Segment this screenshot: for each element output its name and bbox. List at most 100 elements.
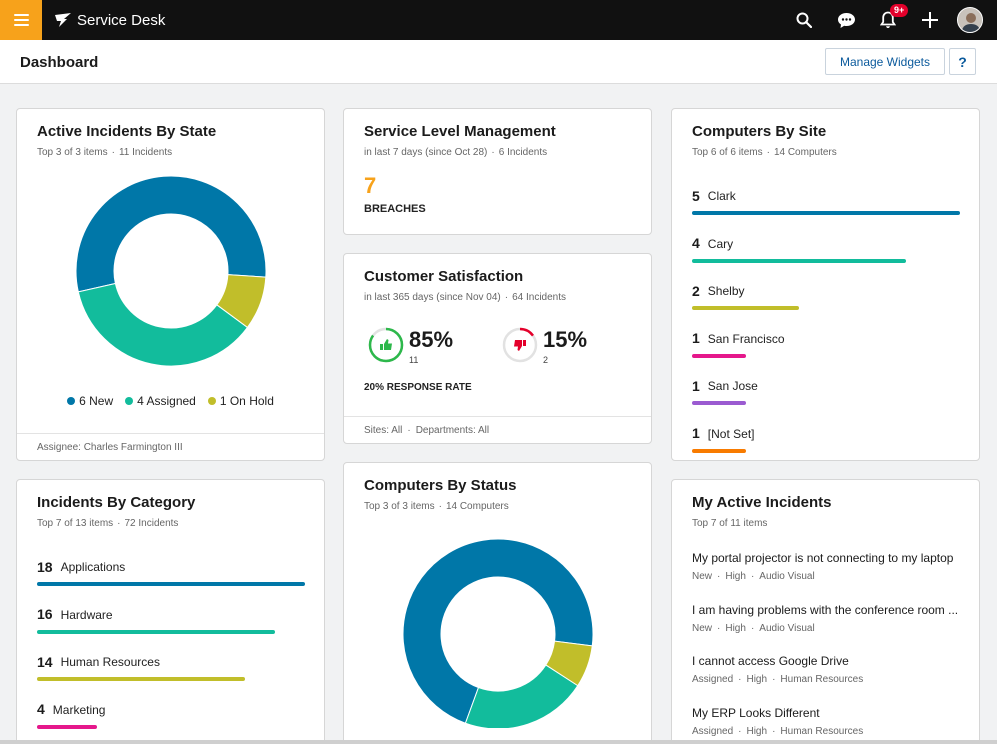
incident-item[interactable]: My portal projector is not connecting to…	[692, 551, 962, 582]
bar-count: 14	[37, 653, 53, 670]
legend-item-new[interactable]: 6 New	[67, 394, 113, 408]
bell-icon[interactable]: 9+	[867, 0, 909, 40]
card-title: Incidents By Category	[37, 494, 196, 511]
bar-row-applications[interactable]: 18 Applications	[37, 558, 305, 586]
help-button[interactable]: ?	[949, 48, 976, 75]
incident-item[interactable]: I am having problems with the conference…	[692, 603, 962, 634]
card-footer: Sites: All · Departments: All	[344, 416, 651, 443]
notification-badge: 9+	[890, 4, 909, 17]
card-subtitle: Top 3 of 3 items · 11 Incidents	[37, 147, 173, 158]
bar-row-san-francisco[interactable]: 1 San Francisco	[692, 330, 785, 358]
bar-row-marketing[interactable]: 4 Marketing	[37, 701, 105, 729]
app-title: Service Desk	[77, 11, 166, 29]
incident-meta: New · High · Audio Visual	[692, 622, 815, 634]
active-incidents-card[interactable]: Active Incidents By State Top 3 of 3 ite…	[16, 108, 325, 461]
bar-label: Human Resources	[60, 654, 160, 669]
computers-by-status-card[interactable]: Computers By Status Top 3 of 3 items · 14 …	[343, 462, 652, 744]
service-desk-logo-icon	[55, 13, 71, 27]
bar-count: 2	[692, 282, 700, 299]
card-title: Active Incidents By State	[37, 123, 217, 140]
incident-item[interactable]: My ERP Looks Different Assigned · High · Huma…	[692, 706, 962, 737]
my-active-incidents-card[interactable]: My Active Incidents Top 7 of 11 items My…	[671, 479, 980, 744]
bar-fill	[37, 582, 305, 586]
bar-count: 18	[37, 558, 53, 575]
bar-count: 4	[37, 701, 45, 718]
negative-count: 2	[543, 355, 549, 365]
top-bar: Service Desk 9+	[0, 0, 997, 40]
donut-slice-2[interactable]	[545, 640, 593, 687]
page-header: Dashboard Manage Widgets ?	[0, 40, 997, 84]
bar-count: 1	[692, 425, 700, 442]
bar-fill	[37, 724, 97, 729]
bar-label: Marketing	[52, 702, 106, 717]
bar-count: 1	[692, 377, 700, 394]
incident-item[interactable]: I cannot access Google Drive Assigned · Hig…	[692, 654, 962, 685]
negative-pct: 15%	[543, 327, 588, 352]
bar-fill	[692, 258, 906, 263]
card-subtitle: Top 7 of 11 items	[692, 518, 768, 529]
bar-label: Hardware	[60, 607, 113, 622]
manage-widgets-button[interactable]: Manage Widgets	[825, 48, 945, 75]
thumbs-down-icon	[514, 340, 526, 351]
bar-fill	[37, 629, 275, 634]
incident-meta: Assigned · High · Human Resources	[692, 674, 864, 685]
thumbs-up-icon	[380, 339, 392, 350]
donut-slice-assigned[interactable]	[77, 282, 249, 367]
card-subtitle: in last 365 days (since Nov 04) · 64 Incid…	[364, 292, 567, 303]
response-rate: 20% RESPONSE RATE	[364, 382, 472, 393]
brand[interactable]: Service Desk	[55, 12, 165, 29]
bar-row-clark[interactable]: 5 Clark	[692, 187, 960, 215]
incidents-by-category-card[interactable]: Incidents By Category Top 7 of 13 items ·…	[16, 479, 325, 744]
legend-item-assigned[interactable]: 4 Assigned	[125, 394, 196, 408]
donut-slice-on-hold[interactable]	[216, 274, 267, 329]
card-title: Computers By Status	[364, 477, 517, 494]
donut-slice-0[interactable]	[402, 538, 594, 724]
top-icons: 9+	[783, 0, 997, 40]
incident-title[interactable]: I am having problems with the conference…	[692, 602, 959, 617]
bar-row-cary[interactable]: 4 Cary	[692, 235, 906, 263]
card-title: My Active Incidents	[692, 494, 832, 511]
service-level-card[interactable]: Service Level Management in last 7 days …	[343, 108, 652, 235]
customer-satisfaction-card[interactable]: Customer Satisfaction in last 365 days (…	[343, 253, 652, 444]
avatar[interactable]	[957, 7, 983, 33]
bottom-scroll-strip	[0, 740, 997, 744]
bar-row-not-set[interactable]: 1 [Not Set]	[692, 425, 754, 453]
page-title: Dashboard	[20, 54, 99, 71]
donut-slice-new[interactable]	[75, 175, 267, 293]
card-subtitle: Top 6 of 6 items · 14 Computers	[692, 147, 837, 158]
incident-title[interactable]: My portal projector is not connecting to…	[692, 551, 954, 565]
bar-fill	[692, 306, 799, 310]
incident-title[interactable]: My ERP Looks Different	[692, 705, 820, 720]
incident-title[interactable]: I cannot access Google Drive	[692, 654, 849, 668]
hamburger-icon[interactable]	[0, 0, 42, 40]
bar-row-hardware[interactable]: 16 Hardware	[37, 606, 275, 634]
bar-label: Cary	[707, 236, 734, 251]
bar-count: 4	[692, 235, 700, 252]
bar-label: Shelby	[707, 283, 745, 298]
bar-fill	[692, 448, 746, 453]
negative-gauge	[502, 327, 538, 363]
search-icon[interactable]	[783, 0, 825, 40]
card-footer: Assignee: Charles Farmington III	[17, 433, 324, 460]
computers-by-status-donut[interactable]	[344, 528, 652, 728]
bar-fill	[692, 401, 746, 405]
bar-count: 1	[692, 330, 700, 347]
chat-icon[interactable]	[825, 0, 867, 40]
card-subtitle: in last 7 days (since Oct 28) · 6 Incident…	[364, 147, 548, 158]
bar-label: Clark	[707, 188, 736, 203]
plus-icon[interactable]	[909, 0, 951, 40]
computers-by-site-card[interactable]: Computers By Site Top 6 of 6 items · 14 Co…	[671, 108, 980, 461]
bar-row-shelby[interactable]: 2 Shelby	[692, 282, 799, 310]
legend-item-on-hold[interactable]: 1 On Hold	[207, 394, 274, 408]
bar-label: [Not Set]	[707, 426, 755, 441]
bar-label: San Francisco	[707, 331, 785, 346]
incident-meta: Assigned · High · Human Resources	[692, 725, 864, 737]
active-incidents-donut[interactable]	[17, 174, 325, 374]
bar-fill	[692, 211, 960, 215]
bar-label: San Jose	[707, 378, 758, 393]
bar-row-human-resources[interactable]: 14 Human Resources	[37, 653, 245, 681]
card-subtitle: Top 3 of 3 items · 14 Computers	[364, 501, 509, 512]
breaches-value: 7	[364, 173, 377, 198]
bar-count: 16	[37, 606, 53, 623]
bar-row-san-jose[interactable]: 1 San Jose	[692, 377, 758, 405]
